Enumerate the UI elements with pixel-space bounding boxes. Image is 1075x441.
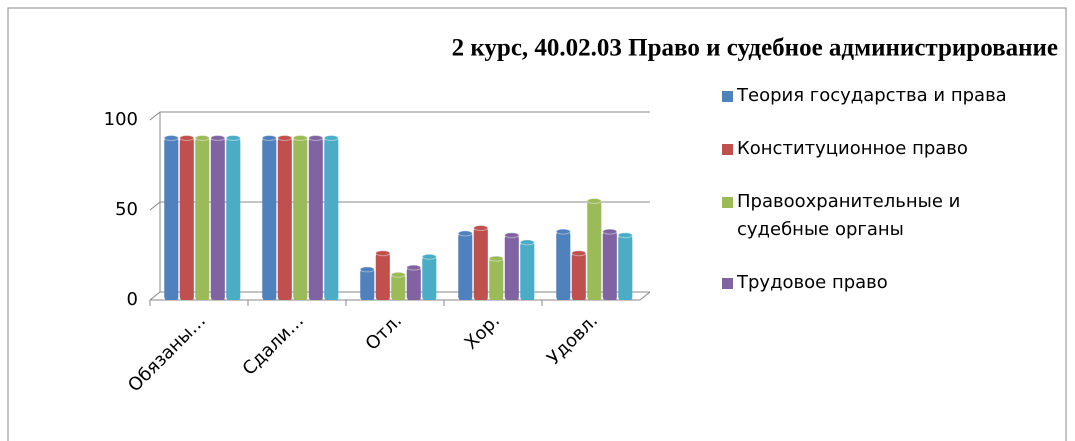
chart-frame — [7, 7, 1067, 441]
legend-swatch — [722, 278, 733, 289]
x-axis-depth — [639, 291, 651, 301]
bar — [293, 138, 308, 300]
bar — [556, 231, 571, 300]
bar — [360, 269, 375, 300]
bar-cap — [617, 232, 633, 239]
y-tick-label: 0 — [127, 289, 138, 310]
legend-label: Трудовое право — [737, 272, 888, 293]
legend-label: Правоохранительные и судебные органы — [737, 191, 961, 240]
bar-cap — [163, 135, 179, 141]
legend-label: Теория государства и права — [737, 85, 1007, 106]
bar-cap — [261, 135, 277, 141]
bar — [391, 274, 406, 300]
bar — [210, 138, 225, 300]
bar-cap — [421, 253, 437, 260]
grid-line-depth — [149, 201, 161, 211]
grid-line-depth — [149, 291, 161, 301]
bar-cap — [277, 135, 293, 141]
bar — [179, 138, 194, 300]
bar — [504, 235, 519, 300]
bar-cap — [571, 250, 587, 257]
bar — [602, 231, 617, 300]
x-tick-label: Отл. — [362, 310, 406, 354]
legend-item: Конституционное право — [722, 135, 1052, 163]
bar — [587, 201, 602, 300]
legend-swatch — [722, 144, 733, 155]
bar-cap — [390, 271, 406, 278]
bar — [277, 138, 292, 300]
grid-line-depth — [149, 111, 161, 121]
bar-cap — [555, 228, 571, 235]
bar — [164, 138, 179, 300]
bar-cap — [519, 239, 535, 246]
legend-label: Конституционное право — [737, 138, 968, 159]
bar — [375, 253, 390, 300]
x-tick-label: Удовл. — [543, 310, 602, 369]
bar — [324, 138, 339, 300]
bar-cap — [225, 135, 241, 141]
legend-item: Теория государства и права — [722, 82, 1052, 110]
bar — [308, 138, 323, 300]
chart-title: 2 курс, 40.02.03 Право и судебное админи… — [452, 35, 1058, 62]
bar — [262, 138, 277, 300]
bar-cap — [375, 250, 391, 257]
bar — [473, 228, 488, 300]
bar-cap — [308, 135, 324, 141]
bar-cap — [323, 135, 339, 141]
bar — [618, 235, 633, 300]
bar-cap — [179, 135, 195, 141]
bar-cap — [406, 264, 422, 271]
y-tick-label: 50 — [115, 199, 138, 220]
bar-cap — [194, 135, 210, 141]
bar — [489, 258, 504, 300]
bar-cap — [504, 232, 520, 239]
bar-cap — [359, 266, 375, 273]
bar — [571, 253, 586, 300]
legend-swatch — [722, 197, 733, 208]
bar — [422, 256, 437, 300]
bar-cap — [292, 135, 308, 141]
bar-cap — [488, 255, 504, 262]
bar — [226, 138, 241, 300]
x-tick-label: Обязаны… — [124, 310, 210, 396]
bar — [458, 233, 473, 300]
legend: Теория государства и права Конституционно… — [722, 82, 1052, 322]
bar-cap — [210, 135, 226, 141]
x-tick-label: Сдали… — [239, 310, 308, 379]
bar-cap — [586, 198, 602, 204]
bar — [406, 267, 421, 300]
legend-item: Трудовое право — [722, 269, 1052, 297]
bar-cap — [602, 228, 618, 235]
bar-cap — [457, 230, 473, 237]
bar — [520, 242, 535, 300]
y-tick-label: 100 — [104, 109, 138, 130]
bar — [195, 138, 210, 300]
legend-item: Правоохранительные и судебные органы — [722, 188, 1052, 244]
bar-cap — [473, 225, 489, 231]
legend-swatch — [722, 91, 733, 102]
x-tick-label: Хор. — [461, 310, 504, 353]
